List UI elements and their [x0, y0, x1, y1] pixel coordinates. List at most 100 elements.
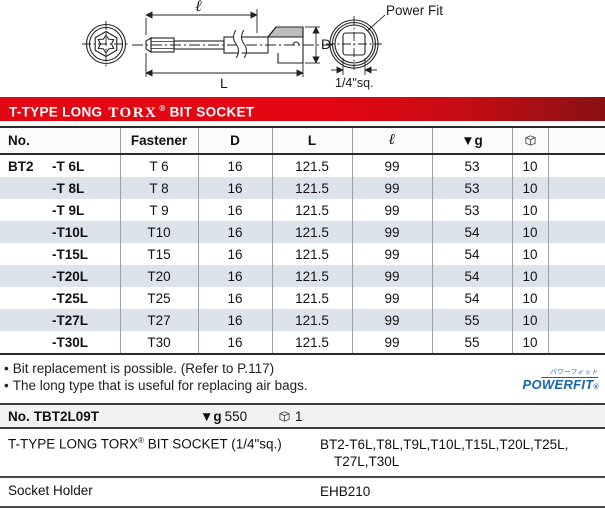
pack-value: 10 — [511, 154, 548, 177]
table-row: -T20L T20 16 121.5 99 54 10 — [0, 265, 605, 287]
set-number: TBT2L09T — [33, 408, 100, 424]
set-item-label: T-TYPE LONG TORX® BIT SOCKET (1/4"sq.) — [8, 436, 282, 452]
pack-value: 10 — [511, 265, 548, 287]
l-value: 121.5 — [271, 221, 352, 243]
weight-value: 54 — [431, 265, 512, 287]
d-value: 16 — [197, 265, 272, 287]
l-value: 121.5 — [271, 177, 352, 199]
torx-logo: TORX — [108, 104, 158, 121]
col-header-l: L — [271, 127, 352, 155]
fastener-value: T 9 — [119, 199, 198, 221]
pack-value: 10 — [511, 243, 548, 265]
set-item-label: Socket Holder — [8, 483, 93, 498]
pack-value: 10 — [511, 177, 548, 199]
weight-value: 54 — [431, 221, 512, 243]
d-value: 16 — [197, 154, 272, 177]
section-banner: T-TYPE LONG TORX ® BIT SOCKET — [0, 97, 605, 121]
set-header-row: No. TBT2L09T ▼g 550 1 — [0, 403, 605, 429]
torx-end-view-icon — [82, 21, 130, 67]
model-code: -T30L — [52, 334, 89, 350]
quarter-square-label: 1/4"sq. — [335, 76, 374, 90]
note-text: The long type that is useful for replaci… — [12, 378, 308, 393]
set-weight-label: ▼g — [200, 408, 222, 424]
package-box-icon — [279, 410, 290, 422]
model-code: -T 8L — [52, 180, 85, 196]
d-value: 16 — [197, 177, 272, 199]
package-box-icon — [524, 135, 536, 146]
model-code: -T25L — [52, 290, 89, 306]
weight-value: 54 — [431, 243, 512, 265]
weight-value: 53 — [431, 154, 512, 177]
l-value: 121.5 — [271, 265, 352, 287]
weight-value: 53 — [431, 199, 512, 221]
socket-drawing — [82, 9, 386, 77]
registered-mark: ® — [138, 436, 144, 445]
col-header-ell: ℓ — [351, 127, 432, 155]
model-code: -T27L — [52, 312, 89, 328]
model-code: -T15L — [52, 246, 89, 262]
l-value: 121.5 — [271, 331, 352, 354]
bullet: • — [4, 361, 9, 376]
set-content-row: Socket Holder EHB210 — [0, 478, 605, 508]
l-value: 121.5 — [271, 287, 352, 309]
note-line: • Bit replacement is possible. (Refer to … — [4, 360, 308, 377]
dim-label-ell: ℓ — [195, 0, 202, 15]
table-row: -T30L T30 16 121.5 99 55 10 — [0, 331, 605, 354]
d-value: 16 — [197, 309, 272, 331]
square-drive-view-icon — [326, 14, 386, 75]
set-weight-value: 550 — [224, 408, 248, 424]
weight-value: 54 — [431, 287, 512, 309]
d-value: 16 — [197, 199, 272, 221]
set-table: No. TBT2L09T ▼g 550 1 T-TYPE LONG TORX® BI… — [0, 403, 605, 508]
spec-table-header-row: No. Fastener D L ℓ ▼g — [0, 127, 605, 155]
l-value: 121.5 — [271, 154, 352, 177]
powerfit-katakana: パワーフィット — [540, 366, 600, 378]
registered-mark: ® — [159, 104, 166, 113]
powerfit-wordmark: POWERFIT — [522, 377, 594, 392]
socket-side-view — [132, 26, 332, 64]
banner-title-suffix: BIT SOCKET — [169, 104, 255, 120]
table-row: -T 8L T 8 16 121.5 99 53 10 — [0, 177, 605, 199]
d-value: 16 — [197, 221, 272, 243]
col-header-fastener: Fastener — [119, 127, 198, 155]
ell-value: 99 — [351, 265, 432, 287]
fastener-value: T10 — [119, 221, 198, 243]
technical-drawing: ℓ L D Power Fit 1/4"sq. — [0, 0, 605, 97]
set-item-value: EHB210 — [320, 484, 371, 499]
model-code: -T 6L — [52, 158, 85, 174]
table-row: -T10L T10 16 121.5 99 54 10 — [0, 221, 605, 243]
fastener-value: T15 — [119, 243, 198, 265]
d-value: 16 — [197, 287, 272, 309]
power-fit-callout: Power Fit — [386, 3, 444, 18]
set-no-label: No. — [8, 408, 30, 424]
pack-value: 10 — [511, 309, 548, 331]
banner-title-prefix: T-TYPE LONG — [9, 104, 103, 120]
set-content-row: T-TYPE LONG TORX® BIT SOCKET (1/4"sq.) B… — [0, 429, 605, 478]
notes-section: • Bit replacement is possible. (Refer to … — [0, 360, 605, 394]
ell-value: 99 — [351, 177, 432, 199]
dim-label-L: L — [220, 75, 228, 91]
l-value: 121.5 — [271, 199, 352, 221]
set-pack-value: 1 — [295, 408, 303, 424]
col-header-no: No. — [0, 127, 120, 155]
fastener-value: T 8 — [119, 177, 198, 199]
pack-value: 10 — [511, 331, 548, 354]
ell-value: 99 — [351, 309, 432, 331]
l-value: 121.5 — [271, 309, 352, 331]
model-prefix: BT2 — [8, 158, 34, 174]
fastener-value: T25 — [119, 287, 198, 309]
d-value: 16 — [197, 331, 272, 354]
spec-table: No. Fastener D L ℓ ▼g BT2 -T 6L T 6 16 121.5… — [0, 126, 605, 355]
weight-value: 55 — [431, 309, 512, 331]
fastener-value: T27 — [119, 309, 198, 331]
powerfit-logo: パワーフィット POWERFIT® — [522, 361, 600, 394]
pack-value: 10 — [511, 199, 548, 221]
model-code: -T20L — [52, 268, 89, 284]
weight-value: 55 — [431, 331, 512, 354]
ell-value: 99 — [351, 331, 432, 354]
dim-label-D: D — [321, 36, 332, 52]
table-row: BT2 -T 6L T 6 16 121.5 99 53 10 — [0, 154, 605, 177]
ell-value: 99 — [351, 154, 432, 177]
set-item-value: BT2-T6L,T8L,T9L,T10L,T15L,T20L,T25L, T27… — [320, 437, 569, 469]
